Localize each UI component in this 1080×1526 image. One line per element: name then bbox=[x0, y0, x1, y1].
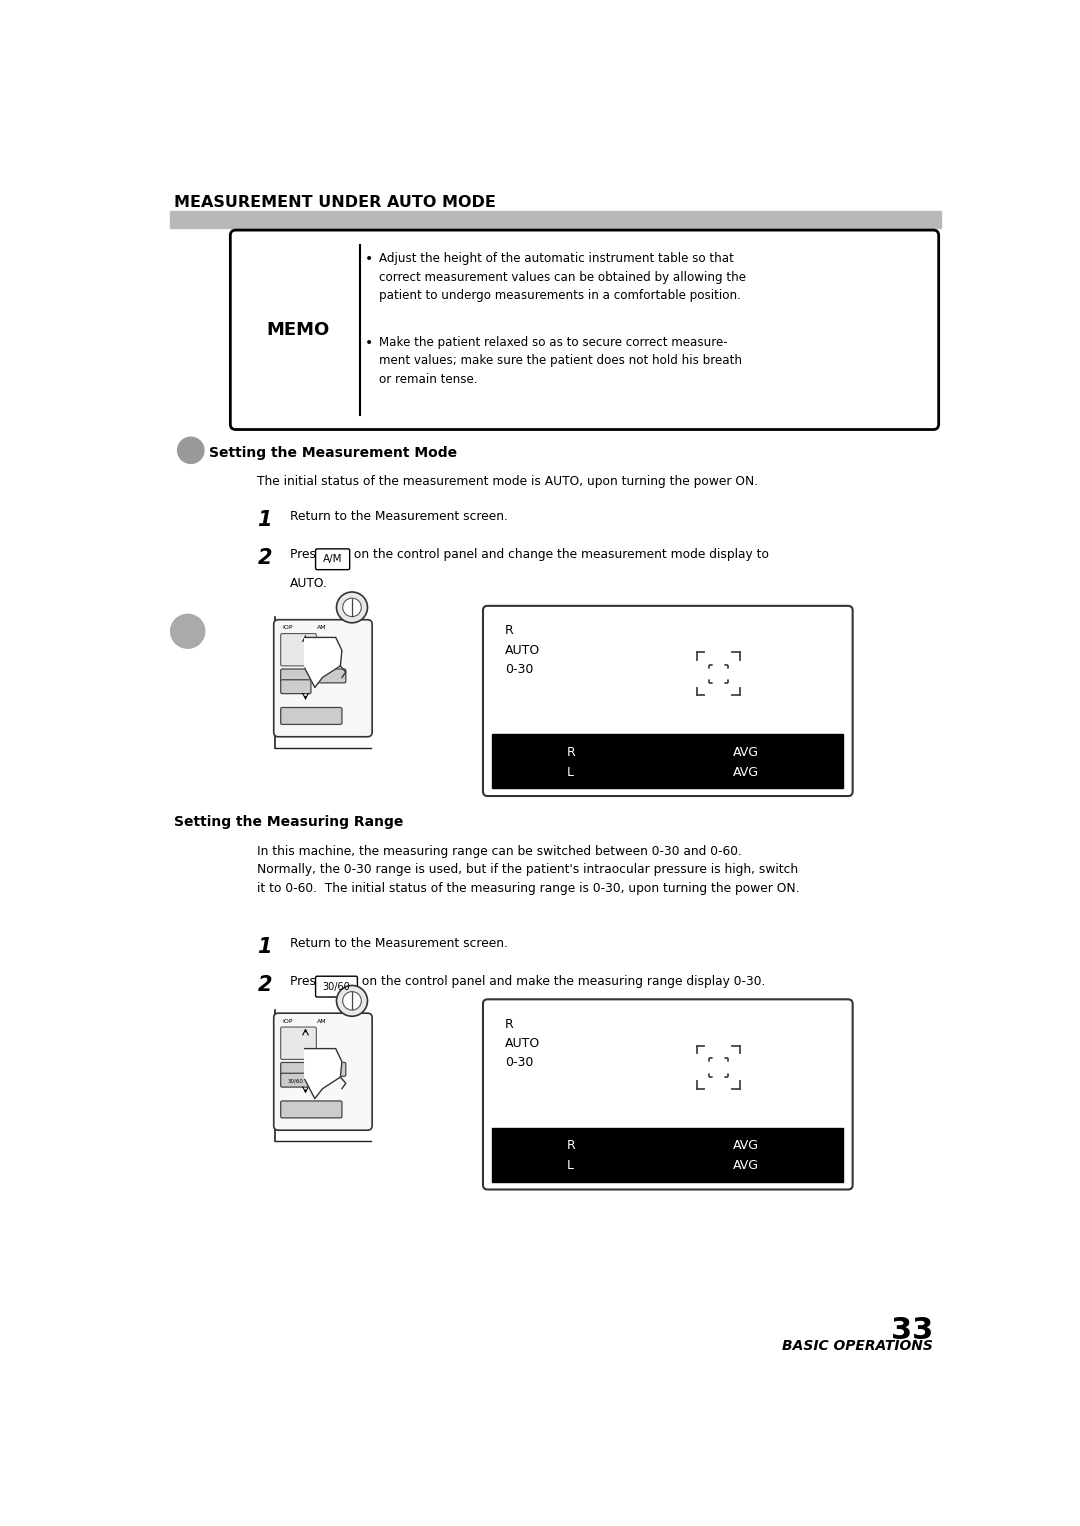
Text: Press: Press bbox=[291, 548, 326, 562]
Text: 30/60: 30/60 bbox=[323, 981, 350, 992]
FancyBboxPatch shape bbox=[315, 1062, 346, 1076]
Polygon shape bbox=[305, 1048, 342, 1099]
FancyBboxPatch shape bbox=[483, 606, 852, 797]
Text: 2: 2 bbox=[257, 975, 272, 995]
Text: In this machine, the measuring range can be switched between 0-30 and 0-60.
Norm: In this machine, the measuring range can… bbox=[257, 844, 800, 894]
Text: Press: Press bbox=[291, 975, 326, 989]
Text: 0-30: 0-30 bbox=[504, 662, 534, 676]
Text: 33: 33 bbox=[891, 1315, 933, 1344]
FancyBboxPatch shape bbox=[281, 1073, 311, 1087]
Bar bbox=[170, 211, 941, 227]
Text: 0-30: 0-30 bbox=[504, 1056, 534, 1070]
Text: AUTO.: AUTO. bbox=[291, 577, 328, 591]
FancyBboxPatch shape bbox=[281, 668, 311, 682]
Circle shape bbox=[337, 592, 367, 623]
Text: on the control panel and change the measurement mode display to: on the control panel and change the meas… bbox=[350, 548, 769, 562]
Text: The initial status of the measurement mode is AUTO, upon turning the power ON.: The initial status of the measurement mo… bbox=[257, 475, 758, 488]
Text: L: L bbox=[567, 1160, 573, 1172]
Text: ▲: ▲ bbox=[307, 1064, 311, 1070]
Text: 30/60: 30/60 bbox=[288, 1079, 303, 1083]
Text: L: L bbox=[567, 766, 573, 778]
Text: 2: 2 bbox=[257, 548, 272, 568]
FancyBboxPatch shape bbox=[281, 633, 316, 665]
FancyBboxPatch shape bbox=[315, 668, 346, 682]
Text: Adjust the height of the automatic instrument table so that
correct measurement : Adjust the height of the automatic instr… bbox=[379, 252, 746, 302]
Circle shape bbox=[337, 986, 367, 1016]
Text: IOP: IOP bbox=[283, 626, 293, 630]
FancyBboxPatch shape bbox=[281, 708, 342, 725]
FancyBboxPatch shape bbox=[273, 1013, 373, 1131]
Text: AVG: AVG bbox=[732, 1160, 758, 1172]
Text: Return to the Measurement screen.: Return to the Measurement screen. bbox=[291, 510, 508, 522]
Text: A/M: A/M bbox=[323, 554, 342, 565]
FancyBboxPatch shape bbox=[281, 1027, 316, 1059]
Circle shape bbox=[342, 598, 362, 617]
Text: Make the patient relaxed so as to secure correct measure-
ment values; make sure: Make the patient relaxed so as to secure… bbox=[379, 336, 742, 386]
FancyBboxPatch shape bbox=[315, 549, 350, 569]
Text: AM: AM bbox=[316, 1019, 326, 1024]
Text: MEASUREMENT UNDER AUTO MODE: MEASUREMENT UNDER AUTO MODE bbox=[174, 195, 496, 211]
Circle shape bbox=[171, 615, 205, 649]
FancyBboxPatch shape bbox=[273, 620, 373, 737]
Text: 1: 1 bbox=[257, 937, 272, 957]
Circle shape bbox=[342, 992, 362, 1010]
Text: 30/60: 30/60 bbox=[314, 1074, 329, 1079]
Text: 1: 1 bbox=[257, 510, 272, 530]
Text: AUTO: AUTO bbox=[504, 1038, 540, 1050]
Circle shape bbox=[177, 438, 204, 464]
Text: AUTO: AUTO bbox=[504, 644, 540, 656]
Text: R: R bbox=[504, 1018, 513, 1030]
Text: •: • bbox=[365, 336, 374, 349]
FancyBboxPatch shape bbox=[281, 679, 311, 694]
Text: MEMO: MEMO bbox=[266, 320, 329, 339]
Text: ▲: ▲ bbox=[307, 670, 311, 676]
FancyBboxPatch shape bbox=[230, 230, 939, 429]
Text: AVG: AVG bbox=[732, 766, 758, 778]
Text: IOP: IOP bbox=[283, 1019, 293, 1024]
Text: R: R bbox=[504, 624, 513, 638]
Text: Setting the Measuring Range: Setting the Measuring Range bbox=[174, 815, 403, 829]
Text: Return to the Measurement screen.: Return to the Measurement screen. bbox=[291, 937, 508, 951]
Text: on the control panel and make the measuring range display 0-30.: on the control panel and make the measur… bbox=[359, 975, 766, 989]
FancyBboxPatch shape bbox=[483, 1000, 852, 1189]
Text: AVG: AVG bbox=[732, 746, 758, 758]
FancyBboxPatch shape bbox=[315, 977, 357, 996]
FancyBboxPatch shape bbox=[281, 1100, 342, 1119]
Text: AVG: AVG bbox=[732, 1140, 758, 1152]
FancyBboxPatch shape bbox=[281, 1062, 311, 1076]
Text: BASIC OPERATIONS: BASIC OPERATIONS bbox=[782, 1338, 933, 1354]
Bar bbox=[492, 1128, 843, 1181]
Text: •: • bbox=[365, 252, 374, 267]
Polygon shape bbox=[305, 638, 342, 688]
Text: R: R bbox=[567, 746, 576, 758]
Text: AM: AM bbox=[316, 626, 326, 630]
Text: Setting the Measurement Mode: Setting the Measurement Mode bbox=[208, 446, 457, 459]
Bar bbox=[492, 734, 843, 789]
Text: R: R bbox=[567, 1140, 576, 1152]
